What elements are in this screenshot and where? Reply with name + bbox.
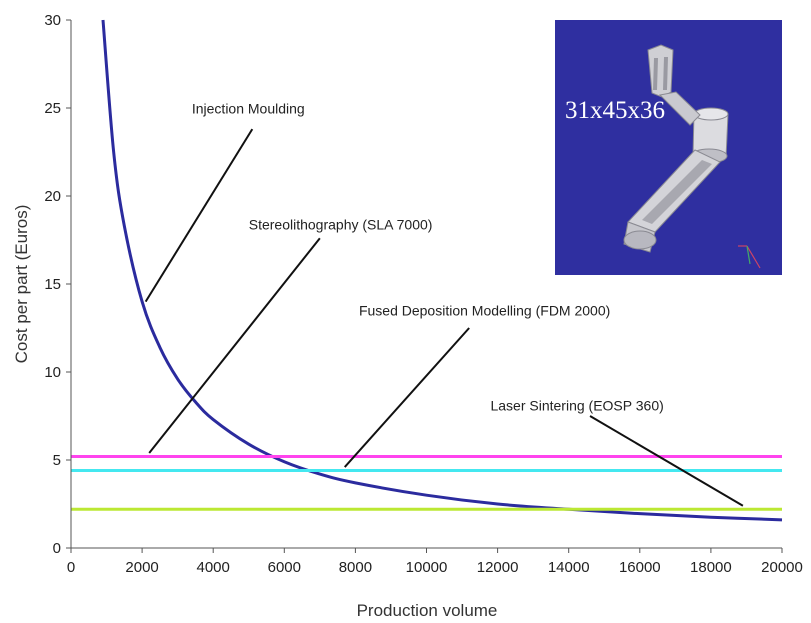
x-tick-label: 12000 bbox=[477, 559, 519, 576]
y-tick-label: 25 bbox=[44, 100, 61, 117]
annotation-label: Laser Sintering (EOSP 360) bbox=[490, 398, 663, 414]
3d-part-icon bbox=[623, 44, 729, 253]
y-tick-label: 15 bbox=[44, 276, 61, 293]
annotation-leader-line bbox=[144, 128, 254, 303]
y-tick-label: 5 bbox=[53, 452, 61, 469]
annotation-label: Fused Deposition Modelling (FDM 2000) bbox=[359, 303, 610, 319]
x-tick-label: 2000 bbox=[125, 559, 158, 576]
x-axis-title: Production volume bbox=[357, 601, 498, 620]
annotation-leader-line bbox=[589, 415, 744, 507]
x-tick-label: 6000 bbox=[268, 559, 301, 576]
axis-triad-icon bbox=[738, 245, 761, 269]
y-tick-label: 0 bbox=[53, 540, 61, 557]
x-tick-label: 20000 bbox=[761, 559, 803, 576]
x-tick-label: 18000 bbox=[690, 559, 732, 576]
annotation-leader-line bbox=[148, 237, 321, 454]
inset-dimension-label: 31x45x36 bbox=[565, 97, 665, 124]
x-ticks: 0 2000 4000 6000 8000 10000 12000 14000 16000 180… bbox=[67, 548, 803, 576]
annotation-leader-line bbox=[343, 327, 470, 468]
x-tick-label: 10000 bbox=[406, 559, 448, 576]
annotations: Injection Moulding Stereolithography (SLA… bbox=[144, 100, 744, 507]
x-tick-label: 4000 bbox=[197, 559, 230, 576]
x-tick-label: 16000 bbox=[619, 559, 661, 576]
y-tick-label: 20 bbox=[44, 188, 61, 205]
y-ticks: 0 5 10 15 20 25 30 bbox=[44, 12, 71, 557]
annotation-label: Injection Moulding bbox=[192, 100, 305, 116]
x-tick-label: 8000 bbox=[339, 559, 372, 576]
x-tick-label: 0 bbox=[67, 559, 75, 576]
y-tick-label: 30 bbox=[44, 12, 61, 29]
plot-area bbox=[71, 19, 783, 522]
y-tick-label: 10 bbox=[44, 364, 61, 381]
y-axis-title: Cost per part (Euros) bbox=[12, 205, 31, 364]
part-inset: 31x45x36 bbox=[555, 20, 782, 275]
x-tick-label: 14000 bbox=[548, 559, 590, 576]
annotation-label: Stereolithography (SLA 7000) bbox=[249, 216, 433, 232]
